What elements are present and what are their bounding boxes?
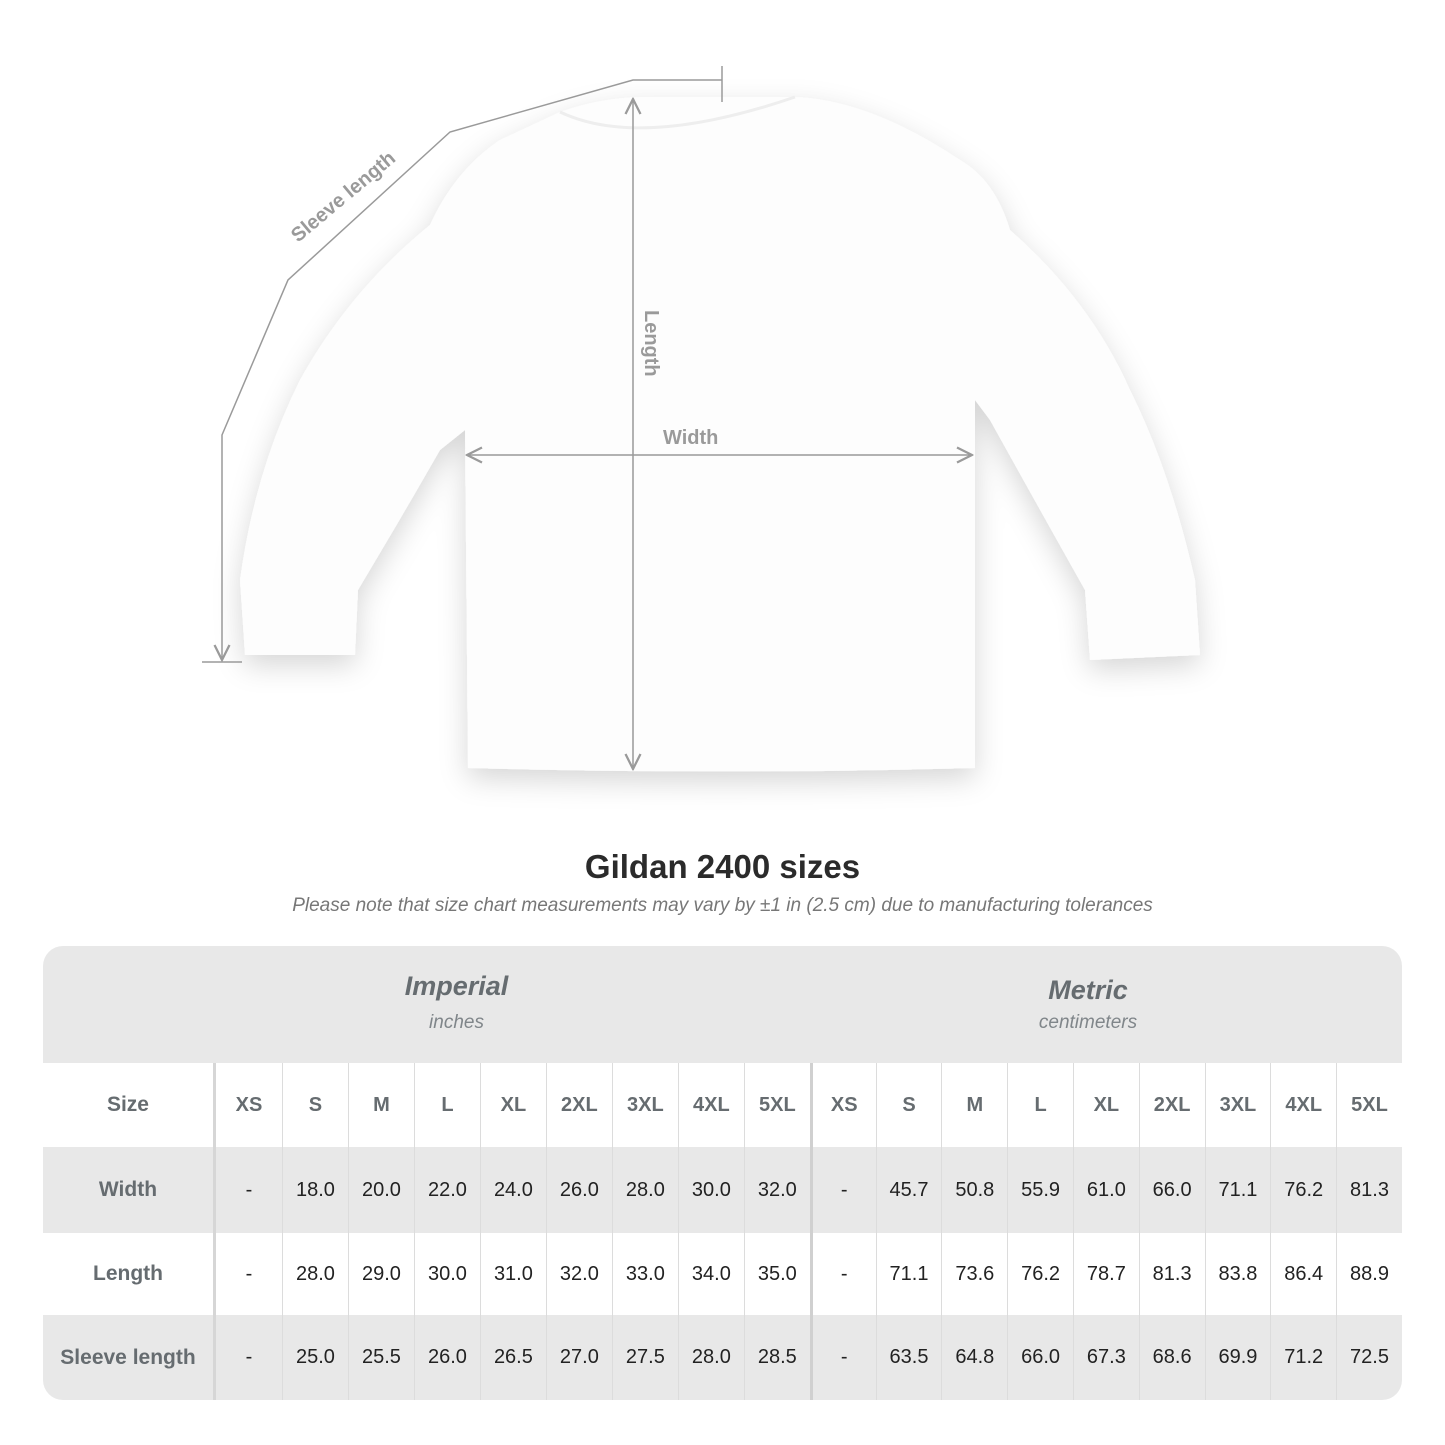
table-cell-imperial: 24.0: [479, 1147, 546, 1233]
size-header-row: Size XS S M L XL 2XL 3XL 4XL 5XL XS S M L XL 2XL 3XL 4XL 5…: [43, 1063, 1402, 1147]
table-cell-metric: 45.7: [875, 1147, 942, 1233]
table-cell-metric: 73.6: [941, 1233, 1007, 1315]
tolerance-note: Please note that size chart measurements…: [292, 895, 1153, 916]
table-cell-metric: 69.9: [1204, 1315, 1271, 1400]
sleeve-length-dimension: [202, 66, 723, 663]
table-cell-imperial: 22.0: [413, 1147, 480, 1233]
table-cell-metric: 81.3: [1336, 1147, 1402, 1233]
size-header-metric: M: [941, 1063, 1007, 1147]
table-cell-metric: 66.0: [1138, 1147, 1205, 1233]
collar: [559, 95, 796, 130]
table-cell-metric: 55.9: [1007, 1147, 1073, 1233]
table-cell-metric: 76.2: [1007, 1233, 1073, 1315]
table-cell-metric: 71.2: [1270, 1315, 1336, 1400]
table-cell-imperial: 28.5: [743, 1315, 810, 1400]
table-cell-metric: 81.3: [1138, 1233, 1205, 1315]
width-label: Width: [663, 427, 718, 449]
size-table: Imperial inches Metric centimeters Size X…: [43, 946, 1402, 1400]
table-cell-metric: 61.0: [1072, 1147, 1139, 1233]
table-cell-imperial: 26.0: [413, 1315, 480, 1400]
table-cell-imperial: 29.0: [347, 1233, 414, 1315]
table-cell-metric: 66.0: [1007, 1315, 1073, 1400]
table-cell-imperial: 30.0: [413, 1233, 480, 1315]
table-cell-metric: 86.4: [1270, 1233, 1336, 1315]
size-header-metric: XS: [809, 1063, 876, 1147]
metric-header: Metric centimeters: [810, 946, 1402, 1063]
table-cell-imperial: 34.0: [677, 1233, 744, 1315]
size-header-imperial: S: [281, 1063, 348, 1147]
table-cell-metric: 71.1: [1204, 1147, 1271, 1233]
size-header-imperial: M: [347, 1063, 414, 1147]
table-cell-imperial: 27.0: [545, 1315, 612, 1400]
size-header-imperial: XL: [479, 1063, 546, 1147]
table-cell-imperial: 28.0: [281, 1233, 348, 1315]
table-cell-imperial: -: [245, 1262, 253, 1285]
table-row: Width -18.0 20.0 22.0 24.0 26.0 28.0 30.0 32.0-4…: [43, 1147, 1402, 1233]
size-header-imperial: XS: [235, 1093, 263, 1116]
table-cell-metric: 83.8: [1204, 1233, 1271, 1315]
table-cell-metric: 72.5: [1336, 1315, 1402, 1400]
table-cell-imperial: 28.0: [611, 1147, 678, 1233]
table-cell-metric: 76.2: [1270, 1147, 1336, 1233]
size-header-imperial: 4XL: [677, 1063, 744, 1147]
size-header-metric: XL: [1072, 1063, 1139, 1147]
imperial-title: Imperial: [404, 971, 509, 1001]
page-title: Gildan 2400 sizes: [584, 848, 861, 885]
table-cell-imperial: 28.0: [677, 1315, 744, 1400]
table-cell-imperial: 35.0: [743, 1233, 810, 1315]
table-cell-imperial: 33.0: [611, 1233, 678, 1315]
table-cell-metric: 63.5: [875, 1315, 942, 1400]
table-cell-imperial: 26.5: [479, 1315, 546, 1400]
table-cell-imperial: -: [245, 1346, 253, 1368]
metric-unit: centimeters: [1038, 1012, 1138, 1033]
table-cell-imperial: 25.0: [281, 1315, 348, 1400]
size-header-metric: 3XL: [1204, 1063, 1271, 1147]
size-header-metric: 4XL: [1270, 1063, 1336, 1147]
table-cell-metric: -: [809, 1233, 876, 1315]
table-cell-metric: -: [809, 1315, 876, 1400]
table-cell-metric: 64.8: [941, 1315, 1007, 1400]
size-header-metric: 2XL: [1138, 1063, 1205, 1147]
metric-title: Metric: [1048, 975, 1128, 1005]
length-label: Length: [640, 310, 662, 377]
table-cell-metric: 50.8: [941, 1147, 1007, 1233]
table-cell-imperial: 30.0: [677, 1147, 744, 1233]
table-cell-metric: 78.7: [1072, 1233, 1139, 1315]
imperial-unit: inches: [429, 1012, 484, 1033]
table-cell-imperial: 32.0: [743, 1147, 810, 1233]
table-cell-imperial: 18.0: [281, 1147, 348, 1233]
size-header-metric: L: [1007, 1063, 1073, 1147]
size-header-metric: 5XL: [1336, 1063, 1402, 1147]
row-label: Size: [43, 1063, 216, 1147]
size-header-imperial: 5XL: [743, 1063, 810, 1147]
size-header-imperial: 2XL: [545, 1063, 612, 1147]
sleeve-length-label: Sleeve length: [287, 147, 400, 247]
size-header-metric: S: [875, 1063, 942, 1147]
shirt-diagram: Sleeve length Length Width: [202, 66, 1200, 772]
table-cell-imperial: 32.0: [545, 1233, 612, 1315]
table-cell-imperial: -: [245, 1178, 253, 1201]
table-cell-metric: 71.1: [875, 1233, 942, 1315]
long-sleeve-shirt: [240, 97, 1200, 772]
size-header-imperial: 3XL: [611, 1063, 678, 1147]
table-cell-imperial: 20.0: [347, 1147, 414, 1233]
table-cell-metric: 88.9: [1336, 1233, 1402, 1315]
table-row: Sleeve length -25.0 25.5 26.0 26.5 27.0 27.5 28…: [43, 1315, 1402, 1400]
row-label: Width: [43, 1147, 216, 1233]
table-cell-imperial: 26.0: [545, 1147, 612, 1233]
row-label: Sleeve length: [43, 1315, 216, 1400]
row-label: Length: [43, 1233, 216, 1315]
table-cell-metric: -: [809, 1147, 876, 1233]
size-header-imperial: L: [413, 1063, 480, 1147]
table-cell-metric: 67.3: [1072, 1315, 1139, 1400]
table-row: Length -28.0 29.0 30.0 31.0 32.0 33.0 34.0 35.0-…: [43, 1233, 1402, 1315]
imperial-header: Imperial inches: [43, 946, 810, 1063]
table-cell-metric: 68.6: [1138, 1315, 1205, 1400]
table-cell-imperial: 27.5: [611, 1315, 678, 1400]
table-cell-imperial: 25.5: [347, 1315, 414, 1400]
table-cell-imperial: 31.0: [479, 1233, 546, 1315]
